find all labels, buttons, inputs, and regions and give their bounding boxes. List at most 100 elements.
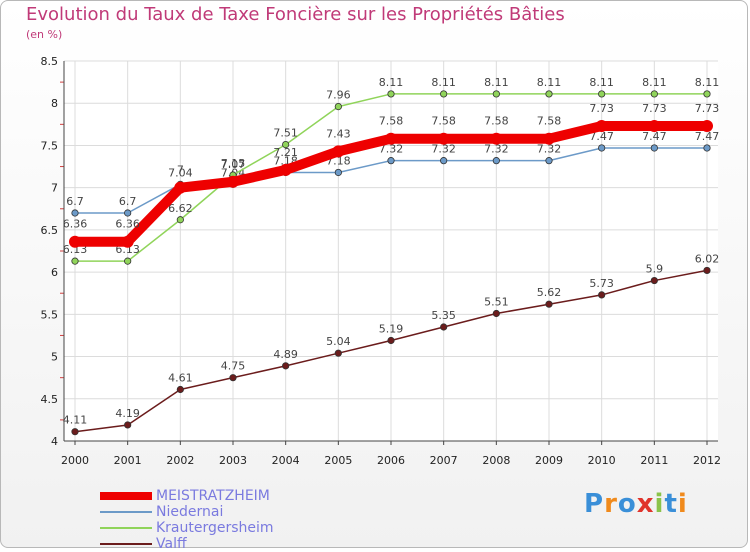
x-tick-label: 2003 — [219, 454, 247, 467]
data-label-meistratzheim: 7 — [177, 164, 184, 177]
point-niedernai — [71, 209, 79, 217]
data-label-meistratzheim: 7.07 — [221, 158, 246, 171]
data-label-valff: 4.75 — [221, 360, 246, 373]
point-krautergersheim — [387, 90, 395, 98]
legend-label: MEISTRATZHEIM — [156, 488, 270, 504]
legend-item-niedernai: Niedernai — [100, 504, 223, 520]
point-valff — [598, 291, 606, 299]
x-tick-label: 2008 — [482, 454, 510, 467]
y-tick-label: 8 — [51, 97, 58, 110]
point-meistratzheim — [69, 235, 81, 248]
legend-swatch — [100, 511, 152, 513]
point-meistratzheim — [227, 175, 239, 188]
data-label-valff: 5.9 — [646, 263, 664, 276]
data-label-niedernai: 6.7 — [66, 195, 84, 208]
x-tick-label: 2001 — [114, 454, 142, 467]
data-label-niedernai: 7.32 — [537, 143, 562, 156]
chart-subtitle: (en %) — [26, 28, 63, 41]
data-label-meistratzheim: 6.36 — [63, 218, 88, 231]
point-niedernai — [334, 168, 342, 177]
x-tick-label: 2010 — [588, 454, 616, 467]
data-label-valff: 5.73 — [589, 277, 614, 290]
data-label-meistratzheim: 7.73 — [695, 102, 720, 115]
point-meistratzheim — [332, 145, 345, 158]
point-valff — [124, 421, 132, 429]
legend-label: Niedernai — [156, 504, 224, 520]
legend-item-valff: Valff — [100, 536, 187, 552]
y-tick-label: 6.5 — [41, 224, 59, 237]
point-krautergersheim — [650, 90, 658, 98]
point-meistratzheim — [121, 235, 134, 248]
point-valff — [545, 300, 553, 308]
x-tick-label: 2005 — [324, 454, 352, 467]
data-label-valff: 6.02 — [695, 252, 720, 265]
legend-label: Krautergersheim — [156, 520, 274, 536]
data-label-valff: 5.35 — [431, 309, 456, 322]
data-label-valff: 4.89 — [273, 348, 298, 361]
data-label-krautergersheim: 8.11 — [589, 76, 614, 89]
point-valff — [229, 374, 237, 382]
legend-swatch — [100, 527, 152, 529]
point-niedernai — [650, 144, 658, 152]
point-krautergersheim — [71, 257, 79, 265]
point-krautergersheim — [703, 90, 711, 98]
data-label-krautergersheim: 8.11 — [484, 76, 509, 89]
point-niedernai — [545, 157, 553, 165]
data-label-valff: 5.04 — [326, 335, 351, 348]
legend-item-krautergersheim: Krautergersheim — [100, 520, 274, 536]
data-label-meistratzheim: 7.73 — [642, 102, 667, 115]
point-krautergersheim — [440, 90, 448, 98]
y-tick-label: 4 — [51, 435, 58, 448]
point-niedernai — [703, 144, 711, 152]
data-label-niedernai: 7.47 — [589, 130, 614, 143]
legend-swatch — [100, 492, 152, 500]
y-tick-label: 6 — [51, 266, 58, 279]
point-niedernai — [440, 157, 448, 165]
point-niedernai — [124, 209, 132, 217]
data-label-valff: 4.11 — [63, 414, 88, 427]
x-tick-label: 2012 — [693, 454, 721, 467]
proxiti-logo: Proxiti — [584, 489, 688, 519]
point-valff — [650, 276, 658, 285]
y-tick-label: 5.5 — [41, 308, 59, 321]
point-valff — [492, 309, 500, 318]
data-label-krautergersheim: 8.11 — [695, 76, 720, 89]
x-tick-label: 2000 — [61, 454, 89, 467]
data-label-meistratzheim: 7.73 — [589, 102, 614, 115]
data-label-niedernai: 7.32 — [431, 143, 456, 156]
point-valff — [71, 428, 79, 436]
point-krautergersheim — [334, 103, 342, 111]
data-label-krautergersheim: 7.51 — [273, 127, 298, 140]
point-krautergersheim — [176, 216, 184, 224]
data-label-valff: 5.51 — [484, 295, 509, 308]
data-label-meistratzheim: 7.21 — [273, 146, 298, 159]
point-meistratzheim — [701, 120, 713, 133]
data-label-krautergersheim: 7.15 — [221, 157, 246, 170]
point-valff — [440, 323, 448, 331]
data-label-meistratzheim: 7.43 — [326, 127, 351, 140]
data-label-valff: 4.19 — [115, 407, 140, 420]
data-label-valff: 5.62 — [537, 286, 562, 299]
data-label-krautergersheim: 8.11 — [379, 76, 404, 89]
point-valff — [334, 349, 342, 357]
chart-title: Evolution du Taux de Taxe Foncière sur l… — [26, 4, 565, 25]
x-tick-label: 2011 — [640, 454, 668, 467]
data-label-valff: 5.19 — [379, 323, 404, 336]
point-meistratzheim — [543, 132, 555, 145]
point-meistratzheim — [595, 120, 608, 133]
y-tick-label: 8.5 — [41, 55, 59, 68]
data-label-meistratzheim: 7.58 — [379, 115, 404, 128]
y-tick-label: 5 — [51, 351, 58, 364]
y-tick-label: 4.5 — [41, 393, 59, 406]
data-label-krautergersheim: 7.96 — [326, 89, 351, 102]
point-valff — [176, 385, 184, 394]
point-valff — [703, 266, 711, 275]
point-meistratzheim — [279, 163, 292, 176]
point-valff — [282, 362, 290, 370]
data-label-meistratzheim: 7.58 — [431, 115, 456, 128]
x-tick-label: 2007 — [430, 454, 458, 467]
y-tick-label: 7.5 — [41, 139, 59, 152]
point-meistratzheim — [174, 181, 187, 194]
data-label-niedernai: 7.47 — [642, 130, 667, 143]
